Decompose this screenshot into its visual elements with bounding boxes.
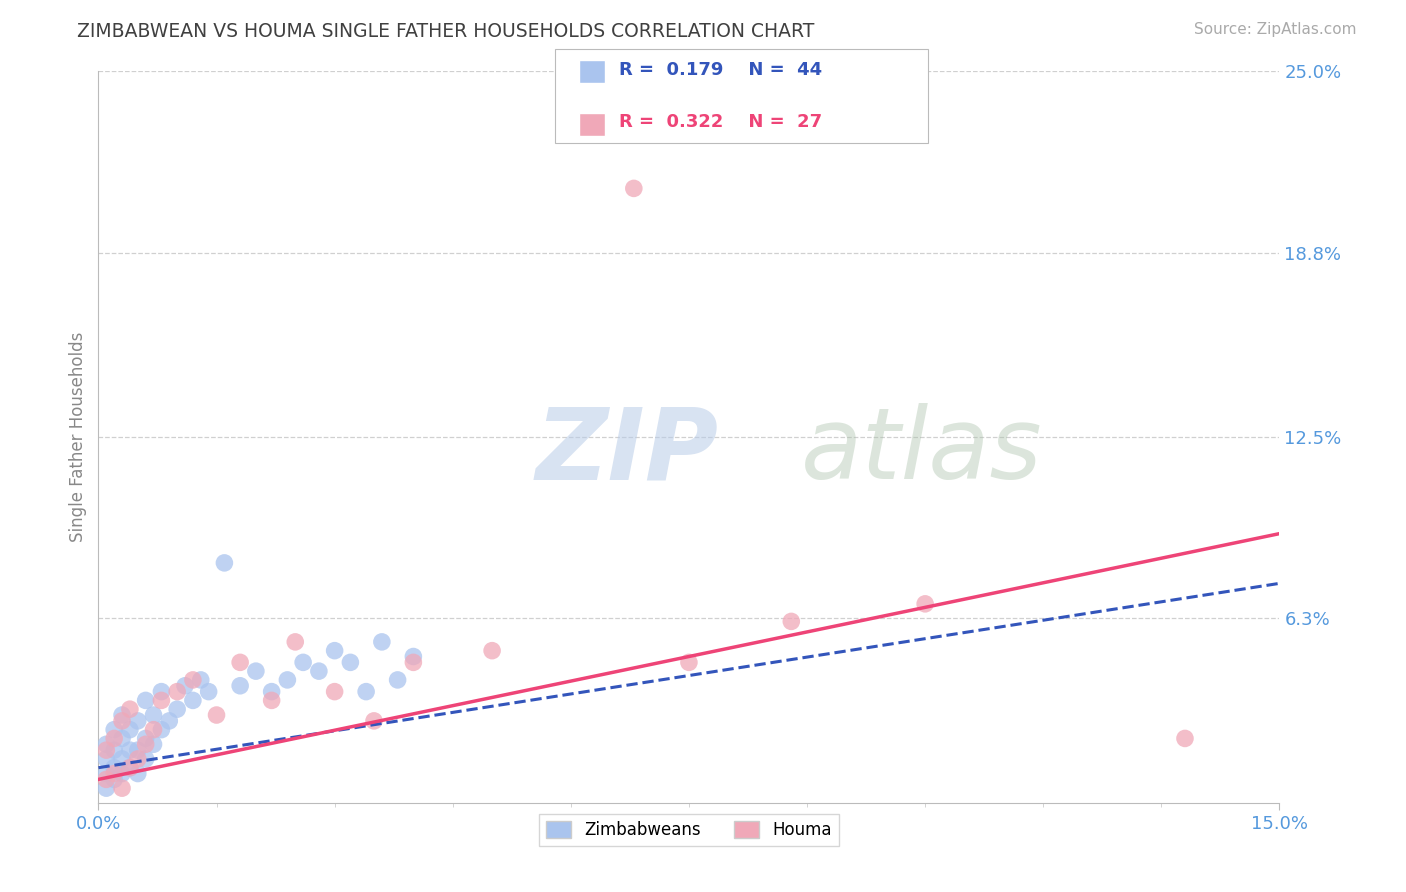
Point: [354, 684, 377, 698]
Y-axis label: Single Father Households: Single Father Households: [69, 332, 87, 542]
Point: [142, 708, 165, 723]
Point: [1174, 731, 1197, 746]
Point: [181, 673, 204, 687]
Point: [135, 693, 157, 707]
Point: [166, 702, 188, 716]
Point: [96, 781, 118, 796]
Text: R =  0.179    N =  44: R = 0.179 N = 44: [619, 61, 821, 78]
Point: [150, 693, 173, 707]
Point: [229, 679, 252, 693]
Point: [174, 679, 197, 693]
Point: [103, 761, 125, 775]
Point: [118, 761, 141, 775]
Point: [276, 673, 298, 687]
Point: [103, 731, 125, 746]
Point: [96, 766, 118, 780]
Text: atlas: atlas: [801, 403, 1043, 500]
Point: [118, 761, 141, 775]
Point: [111, 752, 134, 766]
Point: [142, 737, 165, 751]
Point: [214, 556, 236, 570]
Point: [308, 664, 330, 678]
Point: [150, 684, 173, 698]
Point: [127, 752, 149, 766]
Point: [678, 656, 700, 670]
Point: [260, 693, 283, 707]
Point: [339, 656, 361, 670]
Point: [229, 656, 252, 670]
Point: [157, 714, 180, 728]
Point: [181, 693, 204, 707]
Text: ZIMBABWEAN VS HOUMA SINGLE FATHER HOUSEHOLDS CORRELATION CHART: ZIMBABWEAN VS HOUMA SINGLE FATHER HOUSEH…: [77, 22, 814, 41]
Point: [142, 723, 165, 737]
Point: [135, 737, 157, 751]
Point: [96, 743, 118, 757]
Text: Source: ZipAtlas.com: Source: ZipAtlas.com: [1194, 22, 1357, 37]
Point: [127, 766, 149, 780]
Point: [118, 743, 141, 757]
Point: [103, 743, 125, 757]
Point: [111, 781, 134, 796]
Point: [387, 673, 409, 687]
Point: [780, 615, 803, 629]
Point: [96, 737, 118, 751]
Point: [205, 708, 228, 723]
Point: [197, 684, 219, 698]
Point: [292, 656, 315, 670]
Point: [118, 723, 141, 737]
Point: [111, 731, 134, 746]
Point: [135, 752, 157, 766]
Point: [402, 649, 425, 664]
Legend: Zimbabweans, Houma: Zimbabweans, Houma: [540, 814, 838, 846]
Point: [245, 664, 267, 678]
Point: [96, 772, 118, 787]
Point: [323, 684, 346, 698]
Point: [150, 723, 173, 737]
Point: [623, 181, 645, 195]
Point: [103, 723, 125, 737]
Point: [103, 772, 125, 787]
Point: [111, 714, 134, 728]
Point: [166, 684, 188, 698]
Point: [127, 743, 149, 757]
Point: [190, 673, 212, 687]
Point: [402, 656, 425, 670]
Point: [118, 702, 141, 716]
Point: [103, 766, 125, 780]
Text: ZIP: ZIP: [536, 403, 718, 500]
Text: R =  0.322    N =  27: R = 0.322 N = 27: [619, 113, 821, 131]
Point: [96, 752, 118, 766]
Point: [127, 714, 149, 728]
Point: [323, 643, 346, 657]
Point: [111, 708, 134, 723]
Point: [284, 635, 307, 649]
Point: [363, 714, 385, 728]
Point: [135, 731, 157, 746]
Point: [260, 684, 283, 698]
Point: [111, 766, 134, 780]
Point: [914, 597, 936, 611]
Point: [481, 643, 503, 657]
Point: [371, 635, 394, 649]
